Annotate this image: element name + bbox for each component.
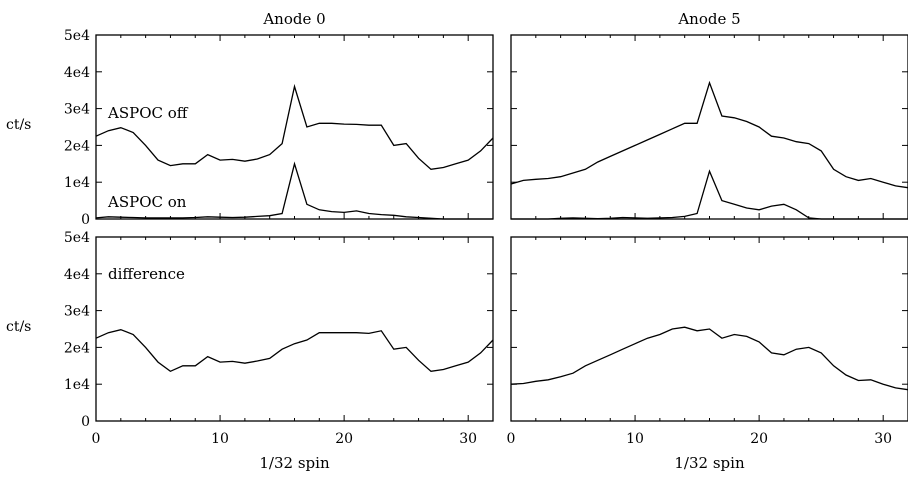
- y-tick-label: 2e4: [64, 340, 90, 356]
- y-axis-label: ct/s: [6, 319, 31, 335]
- anode5-top-panel: Anode 5: [510, 10, 908, 220]
- annotation-label: ASPOC off: [107, 104, 189, 122]
- y-tick-label: 3e4: [64, 102, 90, 118]
- y-tick-label: 4e4: [64, 65, 90, 81]
- anode0-bottom-panel: 0 1e4 2e4 3e4 4e4 5e4 0 10 20 30 1/32 spin ct/s diff…: [6, 230, 494, 472]
- x-tick-label: 10: [626, 431, 644, 447]
- x-tick-label: 20: [750, 431, 768, 447]
- x-tick-label: 20: [335, 431, 353, 447]
- annotation-label: difference: [108, 265, 185, 283]
- series-line-0: [510, 326, 908, 391]
- x-tick-label: 30: [459, 431, 477, 447]
- y-axis-label: ct/s: [6, 117, 31, 133]
- x-axis-label: 1/32 spin: [259, 454, 330, 472]
- x-tick-label: 10: [211, 431, 229, 447]
- chart-title: Anode 5: [677, 10, 740, 28]
- x-tick-label: 30: [874, 431, 892, 447]
- x-axis-label: 1/32 spin: [674, 454, 745, 472]
- y-tick-label: 1e4: [64, 175, 90, 191]
- x-tick-label: 0: [92, 431, 101, 447]
- y-tick-label: 1e4: [64, 377, 90, 393]
- y-tick-label: 5e4: [64, 230, 90, 246]
- y-tick-label: 3e4: [64, 304, 90, 320]
- series-line-1: [95, 161, 493, 220]
- x-tick-label: 0: [507, 431, 516, 447]
- y-tick-label: 0: [81, 414, 90, 430]
- y-tick-label: 4e4: [64, 267, 90, 283]
- series-line-1: [511, 169, 908, 220]
- y-tick-label: 0: [81, 212, 90, 228]
- annotation-label: ASPOC on: [107, 193, 187, 211]
- anode5-bottom-panel: 0 10 20 30 1/32 spin: [507, 236, 908, 472]
- plot-frame: [95, 34, 494, 220]
- series-line-0: [510, 80, 908, 189]
- anode0-top-panel: Anode 0 0 1e4 2e4 3e4 4e4 5e4 ct/s ASPOC off ASPO…: [6, 10, 494, 228]
- y-tick-label: 5e4: [64, 28, 90, 44]
- series-line-0: [95, 329, 494, 373]
- series-line-0: [95, 83, 494, 170]
- chart-title: Anode 0: [262, 10, 325, 28]
- plot-frame: [510, 34, 908, 220]
- y-tick-label: 2e4: [64, 138, 90, 154]
